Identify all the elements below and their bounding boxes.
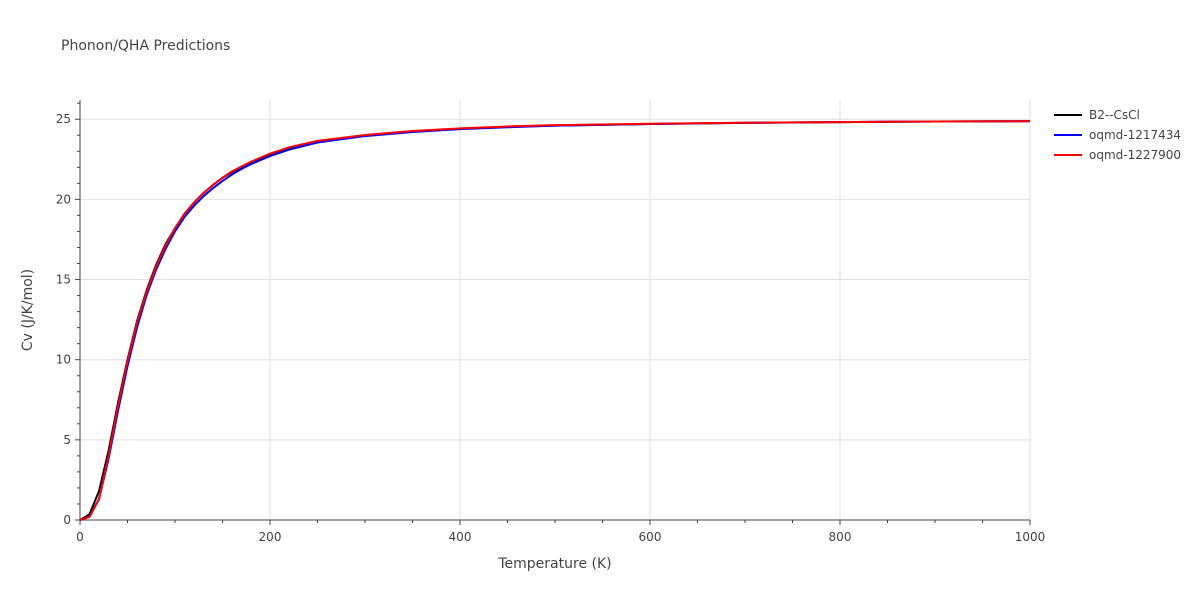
axes-layer: 0 200 400 600 800 1000 0 5 10 15 20 25	[56, 100, 1046, 544]
x-tick-label: 400	[449, 530, 472, 544]
legend-label: oqmd-1227900	[1089, 148, 1181, 162]
y-tick-label: 15	[56, 273, 71, 287]
legend: B2--CsCl oqmd-1217434 oqmd-1227900	[1054, 108, 1181, 162]
x-tick-label: 800	[829, 530, 852, 544]
x-tick-label: 200	[259, 530, 282, 544]
y-axis-label: Cv (J/K/mol)	[20, 269, 36, 351]
series-layer	[79, 120, 1031, 521]
y-tick-label: 5	[63, 433, 71, 447]
y-tick-label: 10	[56, 353, 71, 367]
y-tick-label: 25	[56, 112, 71, 126]
legend-label: B2--CsCl	[1089, 108, 1140, 122]
x-axis-label: Temperature (K)	[497, 556, 611, 572]
y-tick-label: 0	[63, 513, 71, 527]
grid-layer	[80, 100, 1031, 520]
chart-title: Phonon/QHA Predictions	[61, 38, 230, 54]
series-line-2	[79, 120, 1031, 521]
x-tick-label: 1000	[1015, 530, 1046, 544]
series-line-3	[79, 120, 1031, 521]
y-tick-label: 20	[56, 192, 71, 206]
legend-label: oqmd-1217434	[1089, 128, 1181, 142]
x-tick-label: 600	[639, 530, 662, 544]
x-tick-label: 0	[76, 530, 84, 544]
